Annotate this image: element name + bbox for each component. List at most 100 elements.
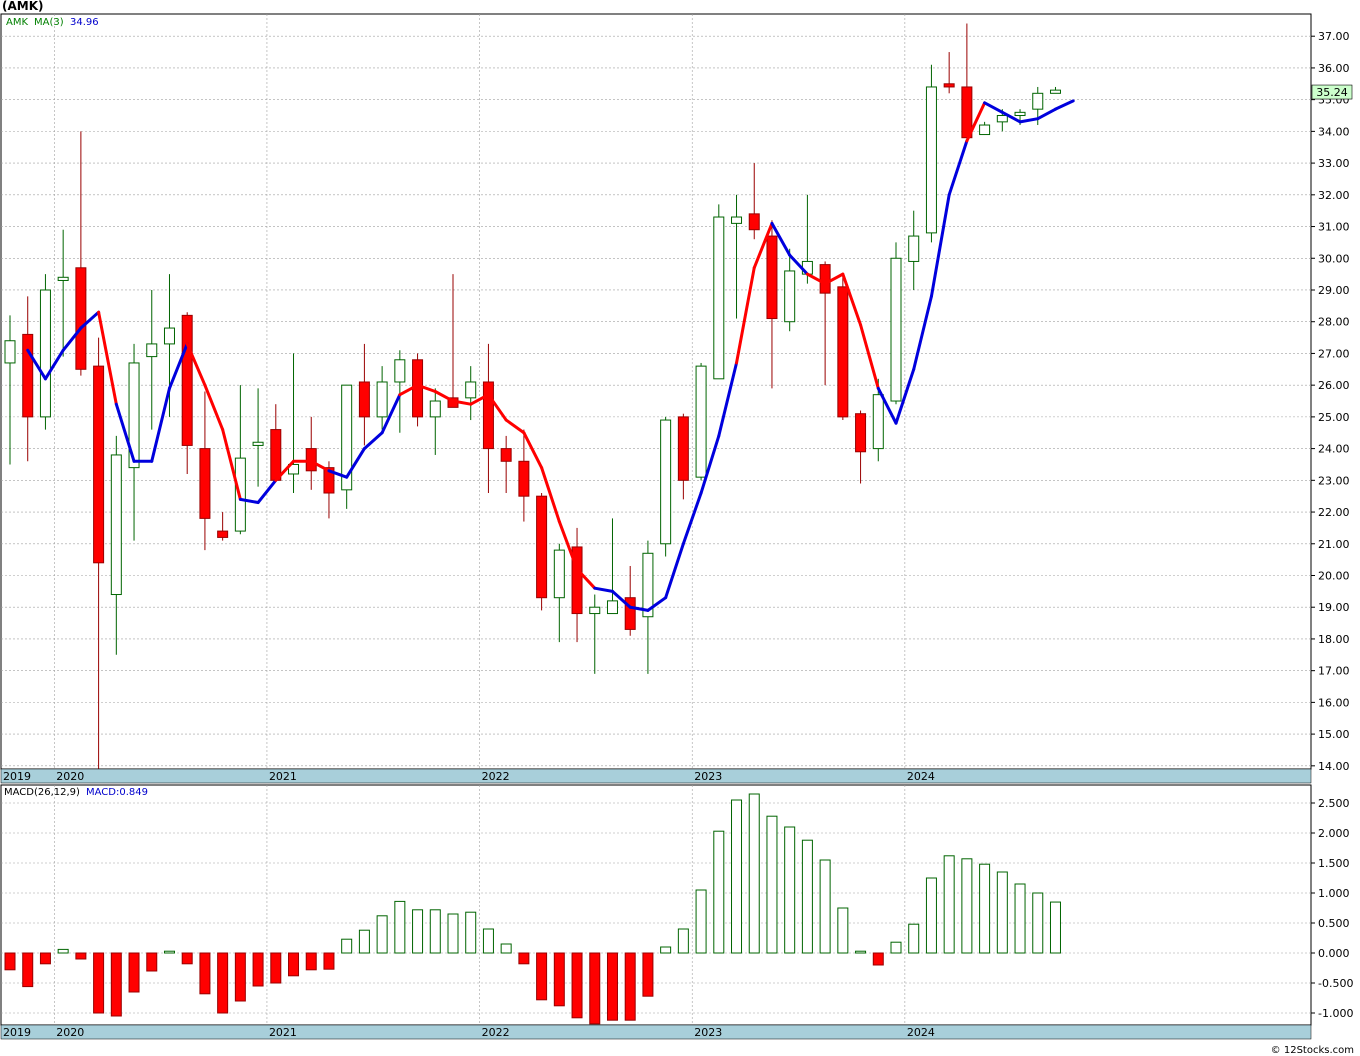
price-tick-label: 34.00	[1318, 125, 1350, 138]
macd-bar	[784, 826, 796, 954]
macd-bars	[4, 793, 1061, 1025]
macd-legend-label: MACD(26,12,9)	[4, 787, 80, 798]
candle-body	[146, 343, 158, 358]
candle-body	[128, 362, 140, 469]
legend-ma-label: MA(3)	[34, 17, 64, 28]
macd-bar	[394, 900, 406, 954]
macd-bar	[146, 952, 158, 972]
macd-bar	[234, 952, 246, 1002]
price-tick-label: 27.00	[1318, 347, 1350, 360]
candle-body	[163, 327, 175, 345]
candle-body	[731, 216, 743, 224]
price-tick-label: 37.00	[1318, 30, 1350, 43]
macd-bar	[872, 952, 884, 966]
macd-bar	[660, 946, 672, 954]
ma-segment	[203, 383, 225, 432]
macd-y-axis: -1.000 -0.500 0.000 0.500 1.000 1.500 2.000 2.5…	[1311, 797, 1353, 1020]
ma-segment	[929, 193, 951, 298]
macd-bar	[75, 952, 87, 960]
moving-average-line	[26, 99, 1075, 612]
price-tick-label: 29.00	[1318, 284, 1350, 297]
price-x-tick-label: 2023	[694, 770, 722, 783]
macd-bar	[305, 952, 317, 971]
macd-bar	[128, 952, 140, 993]
price-tick-label: 21.00	[1318, 538, 1350, 551]
ma-segment	[345, 447, 366, 479]
macd-bar	[110, 952, 122, 1017]
price-tick-label: 19.00	[1318, 601, 1350, 614]
ma-segment	[97, 310, 118, 406]
price-x-tick-label: 2022	[482, 770, 510, 783]
ma-segment	[256, 478, 278, 505]
macd-bar	[766, 815, 778, 954]
ma-segment	[646, 596, 668, 612]
price-tick-label: 23.00	[1318, 474, 1350, 487]
price-tick-label: 14.00	[1318, 760, 1350, 773]
last-price-tag: 35.24	[1311, 84, 1353, 100]
chart-title: (AMK)	[2, 0, 44, 13]
candle-body	[890, 257, 902, 402]
candle-body	[908, 235, 920, 262]
candle-body	[536, 495, 548, 599]
price-tick-label: 20.00	[1318, 569, 1350, 582]
macd-bar	[163, 950, 175, 954]
ma-segment	[841, 272, 863, 327]
ma-segment	[167, 342, 189, 390]
candle-body	[979, 124, 991, 136]
candle-body	[482, 381, 494, 450]
candle-body	[748, 213, 760, 231]
price-tick-label: 17.00	[1318, 665, 1350, 678]
macd-bar	[642, 952, 654, 997]
candle-body	[1014, 111, 1026, 117]
ma-segment	[451, 399, 473, 406]
price-tick-label: 18.00	[1318, 633, 1350, 646]
macd-bar	[890, 941, 902, 954]
macd-bar	[93, 952, 105, 1014]
candle-body	[57, 276, 69, 281]
candle-body	[624, 597, 636, 630]
candle-body	[93, 365, 105, 564]
macd-bar	[181, 952, 193, 965]
price-tick-label: 30.00	[1318, 252, 1350, 265]
ma-segment	[947, 139, 969, 197]
legend-ma-value: 34.96	[70, 17, 99, 28]
macd-bar	[748, 793, 760, 954]
price-x-axis: 2019 2020 2021 2022 2023 2024	[3, 770, 935, 783]
candle-body	[872, 394, 884, 450]
ma-segment	[876, 386, 898, 425]
ma-segment	[859, 323, 880, 390]
macd-tick-label: 2.000	[1318, 827, 1350, 840]
ma-segment	[788, 253, 809, 276]
candle-body	[288, 463, 300, 475]
macd-bar	[518, 952, 530, 965]
price-tick-label: 26.00	[1318, 379, 1350, 392]
price-x-tick-label: 2020	[56, 770, 84, 783]
macd-bar	[358, 929, 370, 954]
candle-body	[642, 552, 654, 618]
ma-segment	[664, 542, 685, 600]
ma-segment	[150, 386, 171, 463]
candle-body	[695, 365, 707, 478]
price-tick-label: 36.00	[1318, 62, 1350, 75]
macd-x-axis: 2019 2020 2021 2022 2023 2024	[3, 1026, 935, 1039]
price-tick-label: 22.00	[1318, 506, 1350, 519]
macd-bar	[624, 952, 636, 1021]
svg-text:35.24: 35.24	[1316, 86, 1348, 99]
macd-bar	[412, 909, 424, 954]
ma-segment	[557, 520, 579, 571]
ma-segment	[185, 342, 207, 387]
ma-segment	[327, 469, 349, 479]
ma-segment	[416, 383, 437, 393]
ma-segment	[221, 428, 242, 501]
macd-x-tick-label: 2020	[56, 1026, 84, 1039]
price-tick-label: 16.00	[1318, 696, 1350, 709]
ma-segment	[504, 418, 526, 435]
macd-bar	[199, 952, 211, 995]
macd-bar	[447, 913, 459, 954]
ma-segment	[522, 431, 544, 470]
candle-body	[465, 381, 477, 399]
macd-bar	[713, 830, 725, 954]
price-x-tick-label: 2019	[3, 770, 31, 783]
macd-bar	[801, 839, 813, 954]
